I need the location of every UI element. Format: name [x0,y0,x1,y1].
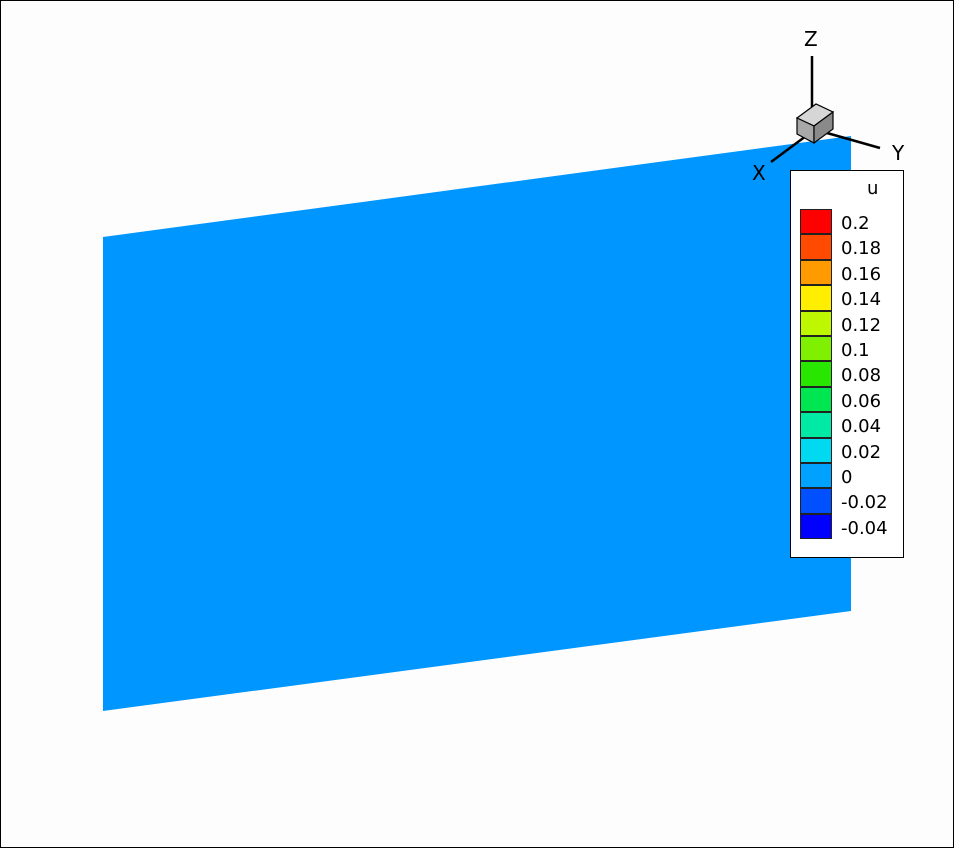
legend-swatch [800,361,832,387]
legend-swatch [800,463,832,489]
legend-swatch [800,209,832,235]
legend-label: 0.02 [841,441,882,463]
y-axis-label: Y [891,141,905,165]
legend-label: 0.18 [841,238,882,260]
legend-swatch [800,310,832,336]
legend-swatch [800,488,832,514]
x-axis-line [770,134,807,164]
legend-swatch [800,437,832,463]
legend-swatch [800,336,832,362]
y-axis-line [819,129,881,150]
axes-triad: Z Y X [752,27,905,185]
legend-label: -0.02 [841,492,888,514]
legend-label: 0.06 [841,390,882,412]
colorbar-legend: u 0.2 0.18 0.16 0.14 0.12 0.1 0.08 0.06 0.04 0.02… [790,170,904,558]
legend-label: 0.04 [841,416,882,438]
legend-label: 0.14 [841,289,882,311]
legend-label: 0.16 [841,263,882,285]
z-axis-label: Z [804,27,818,51]
legend-label: 0.1 [841,340,870,361]
triad-cube [795,103,835,145]
legend-swatch [800,513,832,540]
legend-label: -0.04 [841,517,888,539]
legend-swatch [800,234,832,260]
legend-swatch [800,285,832,311]
legend-swatch [800,412,832,438]
legend-swatch [800,259,832,286]
x-axis-label: X [752,161,766,185]
contour-surface [103,136,851,711]
legend-title: u [867,178,879,199]
legend-label: 0.12 [841,314,882,336]
legend-label: 0.2 [841,213,870,234]
legend-label: 0.08 [841,365,882,387]
legend-label: 0 [841,467,853,488]
legend-swatch [800,386,832,413]
